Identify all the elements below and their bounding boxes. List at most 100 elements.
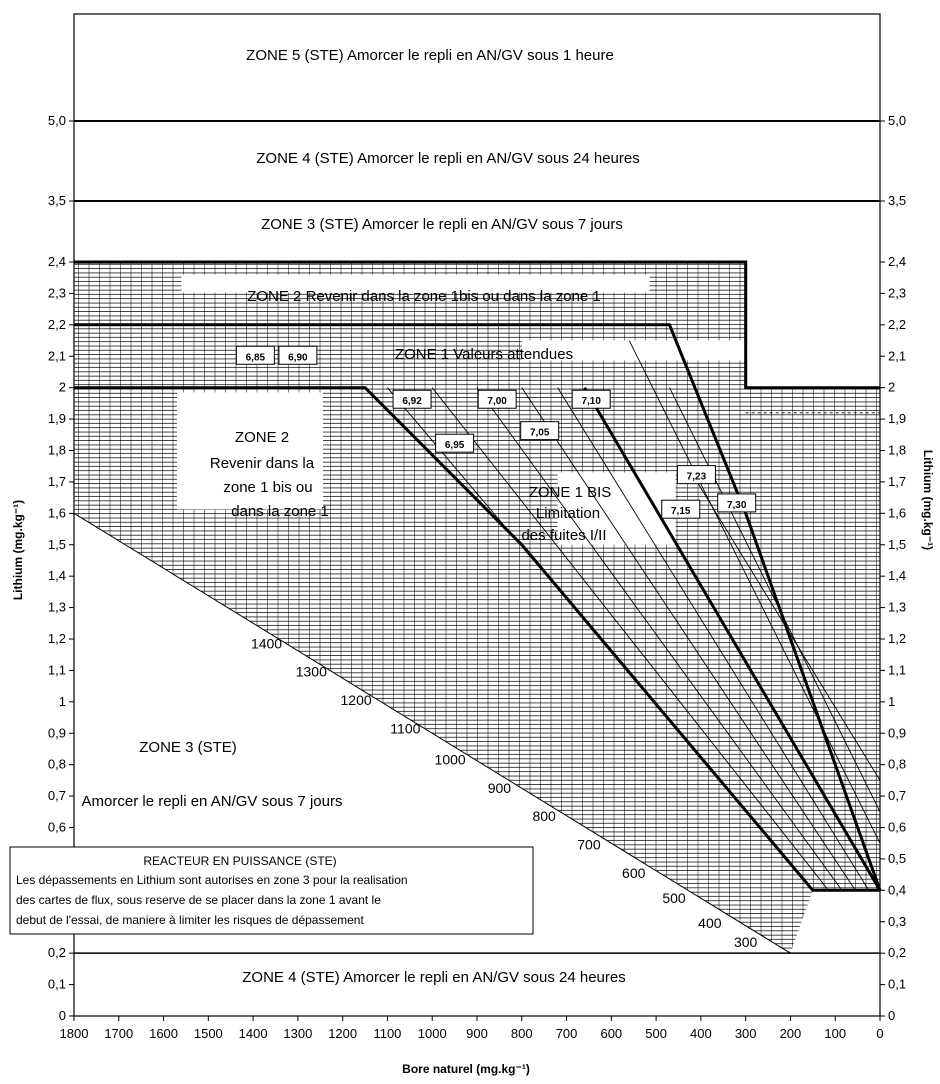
x-tick-label-1100: 1100 xyxy=(373,1026,401,1041)
note-title: REACTEUR EN PUISSANCE (STE) xyxy=(143,854,336,868)
zone2-top-label-bg xyxy=(181,274,650,293)
zone2-left-line2: Revenir dans la xyxy=(210,455,315,472)
y-tick-label-right-0: 0 xyxy=(888,1008,895,1023)
ph-label-9: 7,23 xyxy=(687,472,707,483)
x-tick-label-900: 900 xyxy=(466,1026,488,1041)
y-tick-label-left-14: 1,4 xyxy=(48,568,66,583)
zone2-left-line1: ZONE 2 xyxy=(235,429,289,446)
zone1bis-line2: Limitation xyxy=(536,505,600,522)
zone4-bottom-label: ZONE 4 (STE) Amorcer le repli en AN/GV s… xyxy=(242,969,625,986)
ph-box-1 xyxy=(235,345,275,365)
boron-iso-label-1000: 1000 xyxy=(435,752,466,768)
y-tick-label-right-4: 0,4 xyxy=(888,882,906,897)
y-tick-label-right-22: 2,2 xyxy=(888,317,906,332)
x-tick-label-1400: 1400 xyxy=(239,1026,268,1041)
ph-label-2: 6,90 xyxy=(288,352,308,363)
y-tick-label-left-0: 0 xyxy=(59,1008,66,1023)
note-box xyxy=(9,846,534,935)
y-axis-title-left: Lithium (mg.kg⁻¹) xyxy=(11,500,25,600)
boron-iso-label-1100: 1100 xyxy=(390,720,420,736)
y-tick-label-left-16: 1,6 xyxy=(48,505,66,520)
y-tick-label-left-11: 1,1 xyxy=(48,662,66,677)
y-tick-label-right-16: 1,6 xyxy=(888,505,906,520)
y-tick-label-left-26: 5,0 xyxy=(48,113,66,128)
y-tick-label-right-26: 5,0 xyxy=(888,113,906,128)
ph-isoline-4 xyxy=(521,387,856,891)
y-tick-label-right-13: 1,3 xyxy=(888,600,906,615)
y-tick-label-right-20: 2 xyxy=(888,380,895,395)
boron-iso-label-1200: 1200 xyxy=(341,692,372,708)
boron-iso-label-700: 700 xyxy=(577,836,601,852)
ph-label-7: 7,10 xyxy=(581,396,601,407)
note-line-3: debut de l'essai, de maniere à limiter l… xyxy=(16,913,364,927)
zone-labels: ZONE 5 (STE) Amorcer le repli en AN/GV s… xyxy=(82,47,640,986)
y-tick-label-right-17: 1,7 xyxy=(888,474,906,489)
boron-iso-label-1400: 1400 xyxy=(251,635,282,651)
y-tick-label-left-18: 1,8 xyxy=(48,443,66,458)
zone2-left-line4: dans la zone 1 xyxy=(231,503,329,520)
ph-box-2 xyxy=(278,345,318,365)
y-tick-label-left-25: 3,5 xyxy=(48,193,66,208)
x-tick-label-500: 500 xyxy=(645,1026,667,1041)
y-tick-label-right-14: 1,4 xyxy=(888,568,906,583)
ph-isoline-1 xyxy=(387,387,814,891)
boron-iso-label-400: 400 xyxy=(698,915,722,931)
y-tick-label-left-10: 1 xyxy=(59,694,66,709)
x-tick-label-1800: 1800 xyxy=(60,1026,89,1041)
x-tick-label-1200: 1200 xyxy=(328,1026,357,1041)
y-tick-label-left-19: 1,9 xyxy=(48,411,66,426)
ph-box-10 xyxy=(717,493,757,513)
y-tick-label-right-8: 0,8 xyxy=(888,757,906,772)
ph-label-6: 7,05 xyxy=(530,428,550,439)
x-tick-label-0: 0 xyxy=(876,1026,883,1041)
zone2-left-line3: zone 1 bis ou xyxy=(223,479,312,496)
boron-iso-label-500: 500 xyxy=(662,890,686,906)
zone2-top-label: ZONE 2 Revenir dans la zone 1bis ou dans… xyxy=(247,288,601,305)
note-line-1: Les dépassements en Lithium sont autoris… xyxy=(16,873,408,887)
zone3-top-label: ZONE 3 (STE) Amorcer le repli en AN/GV s… xyxy=(261,216,623,233)
ph-label-1: 6,85 xyxy=(246,352,266,363)
note-line-2: des cartes de flux, sous reserve de se p… xyxy=(16,893,381,907)
boron-iso-label-600: 600 xyxy=(622,865,646,881)
ph-isoline-3 xyxy=(476,387,843,891)
y-tick-label-left-22: 2,2 xyxy=(48,317,66,332)
zone1bis-bottom-line xyxy=(583,386,882,892)
power-reactor-note: REACTEUR EN PUISSANCE (STE) Les dépassem… xyxy=(9,846,534,935)
boron-iso-label-300: 300 xyxy=(734,934,758,950)
x-tick-label-1600: 1600 xyxy=(149,1026,178,1041)
y-tick-label-left-17: 1,7 xyxy=(48,474,66,489)
y-tick-label-right-12: 1,2 xyxy=(888,631,906,646)
chart-lines: 6,85 6,90 6,92 6,95 7,00 7,05 7,10 7,15 7,23 7,30… xyxy=(73,13,882,1017)
y-tick-label-right-10: 1 xyxy=(888,694,895,709)
grid-fill xyxy=(74,262,880,954)
x-tick-label-100: 100 xyxy=(824,1026,846,1041)
zone3-bottom-action: Amorcer le repli en AN/GV sous 7 jours xyxy=(82,793,343,810)
ph-box-4 xyxy=(435,433,475,453)
zone1-label-bg xyxy=(521,340,772,361)
y-tick-label-right-2: 0,2 xyxy=(888,945,906,960)
ph-label-10: 7,30 xyxy=(727,500,747,511)
x-tick-label-600: 600 xyxy=(600,1026,622,1041)
zone2-left-label-bg xyxy=(177,392,323,510)
y-tick-label-right-19: 1,9 xyxy=(888,411,906,426)
y-tick-label-right-5: 0,5 xyxy=(888,851,906,866)
zone1-top-line xyxy=(74,323,882,891)
x-tick-label-800: 800 xyxy=(511,1026,533,1041)
boron-iso-label-800: 800 xyxy=(532,808,556,824)
y-tick-label-left-13: 1,3 xyxy=(48,600,66,615)
ph-label-5: 7,00 xyxy=(487,396,507,407)
ph-box-5 xyxy=(477,389,517,409)
y-tick-label-left-12: 1,2 xyxy=(48,631,66,646)
ph-label-4: 6,95 xyxy=(445,440,465,451)
x-tick-label-1500: 1500 xyxy=(194,1026,223,1041)
x-tick-label-1700: 1700 xyxy=(104,1026,133,1041)
zone1-label: ZONE 1 Valeurs attendues xyxy=(395,346,573,363)
y-tick-label-left-7: 0,7 xyxy=(48,788,66,803)
boron-iso-label-1300: 1300 xyxy=(296,664,327,680)
y-tick-label-right-18: 1,8 xyxy=(888,443,906,458)
ph-box-9 xyxy=(676,465,716,485)
ph-box-3 xyxy=(392,389,432,409)
y-tick-label-left-8: 0,8 xyxy=(48,757,66,772)
ph-box-8 xyxy=(661,499,701,519)
x-tick-label-1000: 1000 xyxy=(418,1026,447,1041)
